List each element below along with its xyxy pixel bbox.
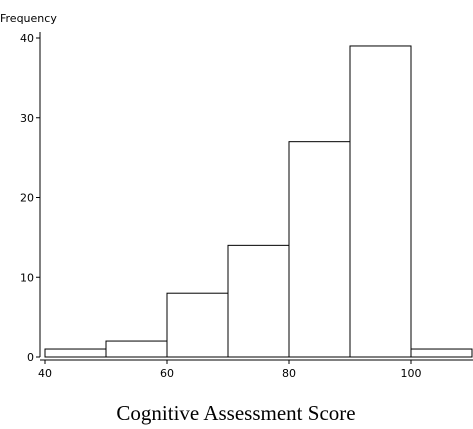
x-tick-label-60: 60 bbox=[160, 367, 174, 380]
y-tick-label-20: 20 bbox=[20, 192, 34, 205]
bar-90-100 bbox=[349, 45, 412, 358]
y-tick-label-40: 40 bbox=[20, 32, 34, 45]
y-tick-label-10: 10 bbox=[20, 271, 34, 284]
bar-80-90 bbox=[288, 141, 351, 358]
bar-50-60 bbox=[105, 340, 168, 358]
y-axis-title: Frequency bbox=[0, 12, 57, 25]
y-tick-label-0: 0 bbox=[27, 351, 34, 364]
bars-group bbox=[44, 45, 473, 358]
x-tick-label-40: 40 bbox=[38, 367, 52, 380]
x-axis: 40 60 80 100 bbox=[38, 359, 473, 380]
bar-60-70 bbox=[166, 292, 229, 358]
bar-100-110 bbox=[410, 348, 473, 358]
bar-70-80 bbox=[227, 244, 290, 358]
x-tick-label-100: 100 bbox=[401, 367, 422, 380]
y-tick-label-30: 30 bbox=[20, 112, 34, 125]
x-axis-title: Cognitive Assessment Score bbox=[116, 401, 355, 425]
bar-40-50 bbox=[44, 348, 107, 358]
y-axis: 0 10 20 30 40 bbox=[20, 32, 41, 364]
x-tick-label-80: 80 bbox=[282, 367, 296, 380]
